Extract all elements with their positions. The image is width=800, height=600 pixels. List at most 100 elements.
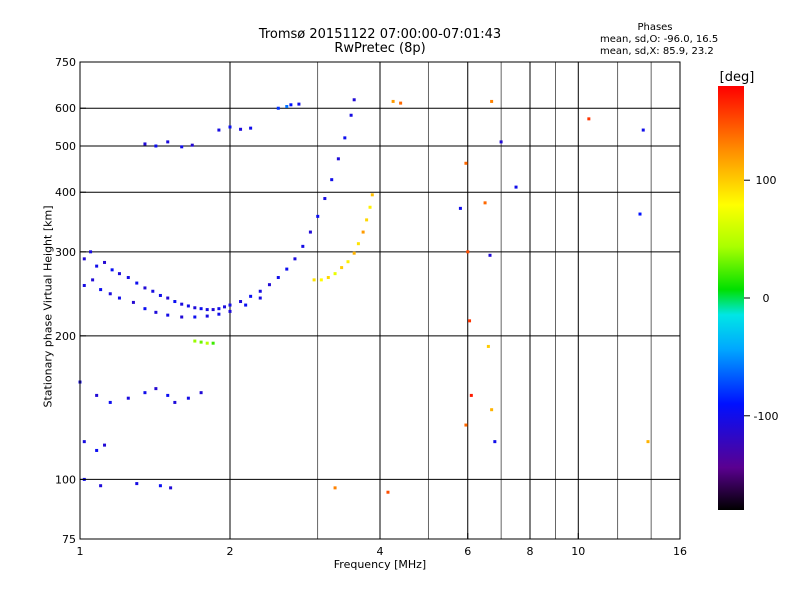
data-point: [365, 218, 369, 222]
colorbar-tick-label: 0: [763, 292, 770, 305]
data-point: [587, 117, 591, 121]
data-point: [82, 283, 86, 287]
data-point: [285, 267, 289, 271]
data-point: [186, 396, 190, 400]
data-point: [173, 300, 177, 304]
data-point: [368, 205, 372, 209]
data-point: [166, 313, 170, 317]
data-point: [285, 105, 289, 109]
data-point: [466, 250, 470, 254]
data-point: [468, 319, 472, 323]
data-point: [289, 103, 293, 107]
data-point: [239, 127, 243, 131]
data-point: [490, 99, 494, 103]
data-point: [493, 440, 497, 444]
data-point: [99, 288, 103, 292]
data-point: [330, 178, 334, 182]
phase-stats: Phases mean, sd,O: -96.0, 16.5 mean, sd,…: [600, 22, 718, 58]
data-point: [258, 289, 262, 293]
data-point: [336, 157, 340, 161]
data-point: [228, 125, 232, 129]
chart-subtitle: RwPretec (8p): [334, 41, 426, 56]
data-point: [117, 296, 121, 300]
data-point: [340, 266, 344, 270]
data-point: [370, 193, 374, 197]
data-point: [464, 161, 468, 165]
data-point: [169, 486, 173, 490]
data-point: [211, 308, 215, 312]
data-point: [352, 251, 356, 255]
data-point: [193, 339, 197, 343]
data-point: [301, 244, 305, 248]
y-tick-label: 75: [62, 533, 76, 546]
data-point: [199, 340, 203, 344]
y-tick-label: 500: [55, 140, 76, 153]
data-point: [258, 296, 262, 300]
data-point: [458, 206, 462, 210]
x-tick-label: 10: [571, 545, 585, 558]
data-point: [239, 300, 243, 304]
data-point: [323, 197, 327, 201]
data-point: [244, 303, 248, 307]
data-point: [228, 303, 232, 307]
data-point: [646, 440, 650, 444]
data-point: [82, 257, 86, 261]
data-point: [486, 344, 490, 348]
data-point: [223, 305, 227, 309]
data-point: [386, 490, 390, 494]
data-point: [514, 185, 518, 189]
data-point: [158, 293, 162, 297]
stats-line-x: mean, sd,X: 85.9, 23.2: [600, 46, 714, 57]
data-point: [319, 278, 323, 282]
x-tick-label: 16: [673, 545, 687, 558]
data-point: [166, 140, 170, 144]
data-point: [103, 260, 107, 264]
data-point: [228, 309, 232, 313]
data-point: [391, 99, 395, 103]
data-point: [343, 136, 347, 140]
data-point: [131, 300, 135, 304]
data-point: [352, 98, 356, 102]
data-point: [199, 307, 203, 311]
x-tick-label: 8: [527, 545, 534, 558]
data-point: [312, 278, 316, 282]
colorbar-tick-label: 100: [756, 174, 777, 187]
data-point: [158, 484, 162, 488]
data-point: [249, 126, 253, 130]
data-point: [180, 145, 184, 149]
data-point: [488, 253, 492, 257]
data-point: [82, 440, 86, 444]
data-point: [154, 144, 158, 148]
x-tick-label: 2: [227, 545, 234, 558]
data-point: [349, 113, 353, 117]
y-tick-label: 300: [55, 246, 76, 259]
data-point: [180, 315, 184, 319]
data-point: [276, 276, 280, 280]
data-point: [464, 423, 468, 427]
data-point: [154, 310, 158, 314]
data-point: [166, 296, 170, 300]
data-point: [151, 289, 155, 293]
data-point: [199, 391, 203, 395]
x-tick-label: 1: [77, 545, 84, 558]
data-point: [276, 106, 280, 110]
y-tick-label: 600: [55, 102, 76, 115]
axis-ticks: 1 2 4 6 8 10 16 75 100 200 300 400 500 600 750: [55, 56, 687, 558]
data-point: [297, 102, 301, 106]
data-point: [193, 315, 197, 319]
x-tick-label: 4: [377, 545, 384, 558]
data-point: [135, 482, 139, 486]
data-point: [205, 314, 209, 318]
y-tick-label: 200: [55, 330, 76, 343]
data-point: [267, 283, 271, 287]
data-point: [154, 387, 158, 391]
data-point: [143, 391, 147, 395]
data-point: [356, 242, 360, 246]
data-point: [173, 400, 177, 404]
data-point: [91, 278, 95, 282]
data-point: [99, 484, 103, 488]
data-point: [293, 257, 297, 261]
chart-title: Tromsø 20151122 07:00:00-07:01:43: [258, 27, 502, 42]
data-point: [117, 272, 121, 276]
